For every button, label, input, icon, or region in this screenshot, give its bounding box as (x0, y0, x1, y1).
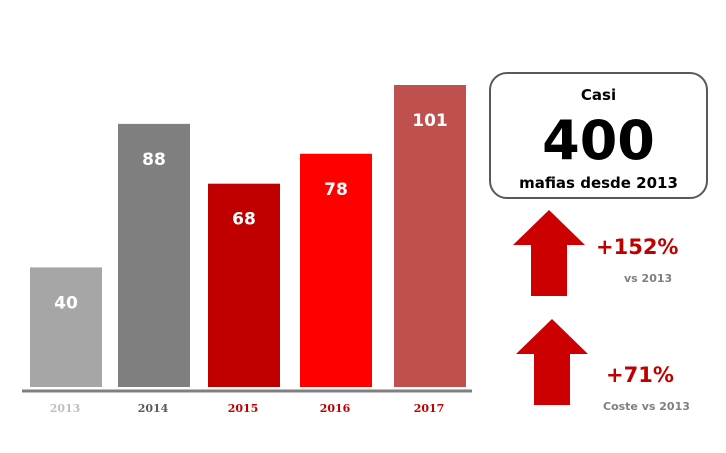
data-label-2013: 40 (54, 293, 78, 313)
x-tick-label: 2013 (50, 402, 81, 415)
data-label-2016: 78 (324, 180, 348, 200)
data-label-2015: 68 (232, 210, 256, 230)
callout-value: 400 (542, 109, 655, 172)
up-arrow-icon (516, 319, 588, 405)
up-arrow-icon (513, 210, 585, 296)
bar-2016 (300, 153, 372, 387)
x-tick-label: 2014 (138, 402, 169, 415)
bar-2014 (118, 123, 190, 388)
x-tick-label: 2016 (320, 402, 351, 415)
callout-suffix: mafias desde 2013 (519, 174, 678, 192)
total-callout: Casi 400 mafias desde 2013 (489, 72, 708, 199)
bar-2015 (208, 183, 280, 387)
cost-note: Coste vs 2013 (603, 400, 690, 413)
bar-2013 (30, 267, 102, 387)
bar-2017 (394, 85, 466, 387)
x-tick-label: 2017 (414, 402, 445, 415)
x-tick-label: 2015 (228, 402, 259, 415)
data-label-2017: 101 (412, 111, 448, 131)
growth-note: vs 2013 (624, 272, 673, 285)
callout-prefix: Casi (580, 86, 617, 104)
growth-percent: +152% (596, 235, 679, 259)
cost-percent: +71% (606, 363, 674, 387)
bar-chart: 40 2013 88 2014 68 2015 78 2016 101 2017 (22, 85, 472, 415)
data-label-2014: 88 (142, 150, 166, 170)
